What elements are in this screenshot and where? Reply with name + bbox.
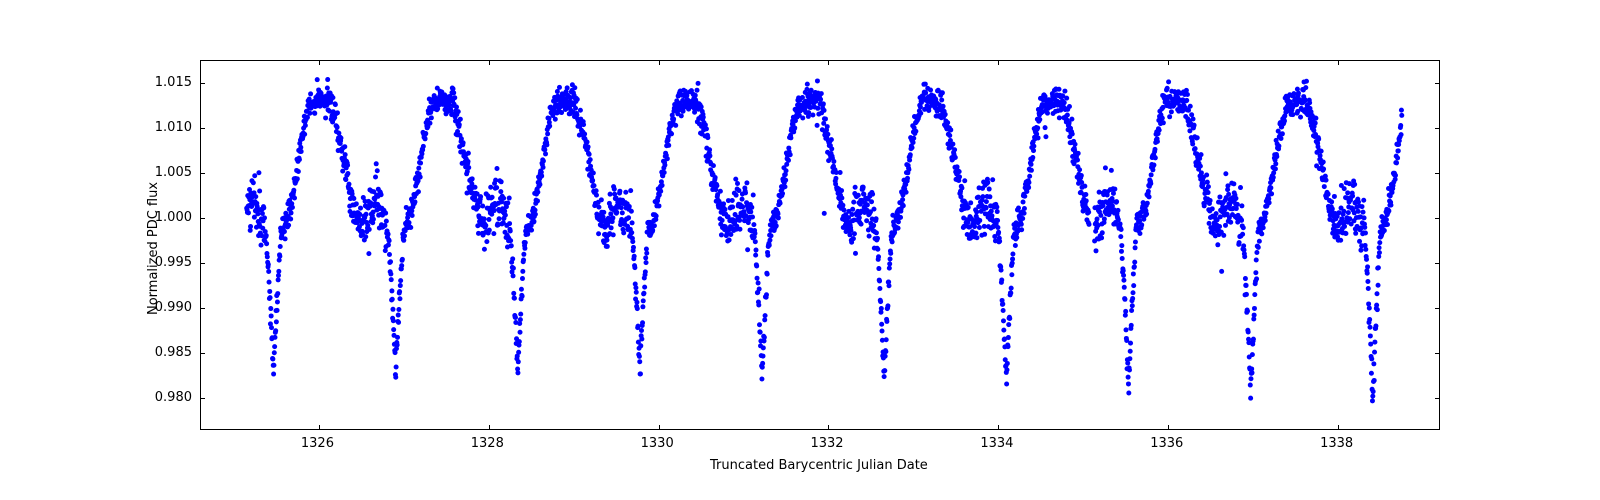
- y-tick-label: 1.015: [155, 75, 192, 90]
- y-tick-label: 1.005: [155, 165, 192, 180]
- x-tick-mark: [828, 60, 829, 65]
- y-tick-mark: [1435, 218, 1440, 219]
- y-tick-mark: [1435, 173, 1440, 174]
- y-tick-mark: [200, 173, 205, 174]
- y-tick-mark: [200, 353, 205, 354]
- x-tick-mark: [489, 60, 490, 65]
- x-tick-label: 1332: [810, 436, 843, 451]
- y-tick-mark: [200, 263, 205, 264]
- x-tick-mark: [998, 60, 999, 65]
- scatter-plot: [0, 0, 1600, 500]
- figure: 1326132813301332133413361338 0.9800.9850…: [0, 0, 1600, 500]
- x-tick-mark: [659, 60, 660, 65]
- x-tick-label: 1330: [641, 436, 674, 451]
- x-tick-mark: [659, 425, 660, 430]
- y-tick-mark: [1435, 308, 1440, 309]
- x-tick-label: 1328: [471, 436, 504, 451]
- y-tick-mark: [1435, 398, 1440, 399]
- y-tick-mark: [200, 128, 205, 129]
- data-points: [244, 77, 1404, 403]
- x-tick-mark: [489, 425, 490, 430]
- y-tick-mark: [1435, 128, 1440, 129]
- x-tick-mark: [1338, 60, 1339, 65]
- x-axis-label: Truncated Barycentric Julian Date: [710, 458, 928, 473]
- x-tick-mark: [319, 60, 320, 65]
- x-tick-label: 1338: [1320, 436, 1353, 451]
- x-tick-label: 1336: [1150, 436, 1183, 451]
- y-tick-mark: [200, 308, 205, 309]
- y-axis-label: Normalized PDC flux: [146, 182, 161, 315]
- y-tick-mark: [200, 83, 205, 84]
- x-tick-mark: [319, 425, 320, 430]
- x-tick-mark: [828, 425, 829, 430]
- y-tick-mark: [1435, 83, 1440, 84]
- y-tick-label: 0.980: [155, 390, 192, 405]
- x-tick-mark: [1168, 60, 1169, 65]
- y-tick-mark: [1435, 353, 1440, 354]
- x-tick-mark: [1168, 425, 1169, 430]
- y-tick-label: 0.985: [155, 345, 192, 360]
- y-tick-mark: [200, 398, 205, 399]
- y-tick-mark: [1435, 263, 1440, 264]
- x-tick-label: 1326: [301, 436, 334, 451]
- y-tick-mark: [200, 218, 205, 219]
- x-tick-mark: [998, 425, 999, 430]
- y-tick-label: 1.010: [155, 120, 192, 135]
- x-tick-mark: [1338, 425, 1339, 430]
- x-tick-label: 1334: [980, 436, 1013, 451]
